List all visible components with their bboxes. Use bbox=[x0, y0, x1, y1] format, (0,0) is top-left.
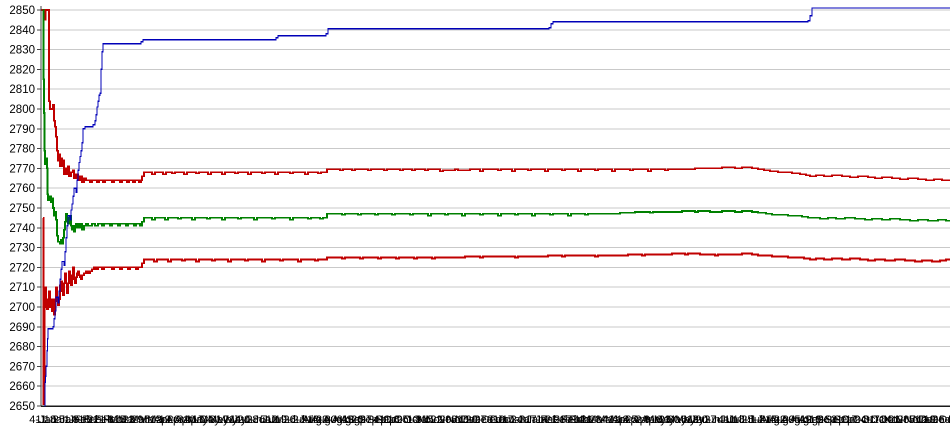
y-axis-label: 2650 bbox=[9, 401, 35, 413]
high-line-series-path bbox=[42, 10, 950, 182]
y-axis-label: 2790 bbox=[9, 124, 35, 136]
y-axis-label: 2830 bbox=[9, 45, 35, 57]
y-axis-label: 2680 bbox=[9, 342, 35, 354]
x-axis-label: 26-Dec bbox=[932, 414, 950, 426]
y-axis-label: 2690 bbox=[9, 322, 35, 334]
y-axis-label: 2660 bbox=[9, 381, 35, 393]
y-axis-label: 2750 bbox=[9, 203, 35, 215]
mid-line-series-path bbox=[43, 10, 950, 244]
y-axis-label: 2720 bbox=[9, 262, 35, 274]
y-axis-label: 2850 bbox=[9, 5, 35, 17]
y-axis-label: 2820 bbox=[9, 64, 35, 76]
y-axis-label: 2840 bbox=[9, 25, 35, 37]
low-line-series-path bbox=[43, 218, 950, 404]
y-axis-label: 2710 bbox=[9, 282, 35, 294]
y-axis-label: 2810 bbox=[9, 84, 35, 96]
y-axis-label: 2700 bbox=[9, 302, 35, 314]
y-axis-label: 2670 bbox=[9, 361, 35, 373]
y-axis-label: 2800 bbox=[9, 104, 35, 116]
y-axis-label: 2740 bbox=[9, 223, 35, 235]
y-axis-label: 2760 bbox=[9, 183, 35, 195]
y-axis-label: 2730 bbox=[9, 243, 35, 255]
y-axis-label: 2780 bbox=[9, 144, 35, 156]
y-axis-label: 2770 bbox=[9, 163, 35, 175]
